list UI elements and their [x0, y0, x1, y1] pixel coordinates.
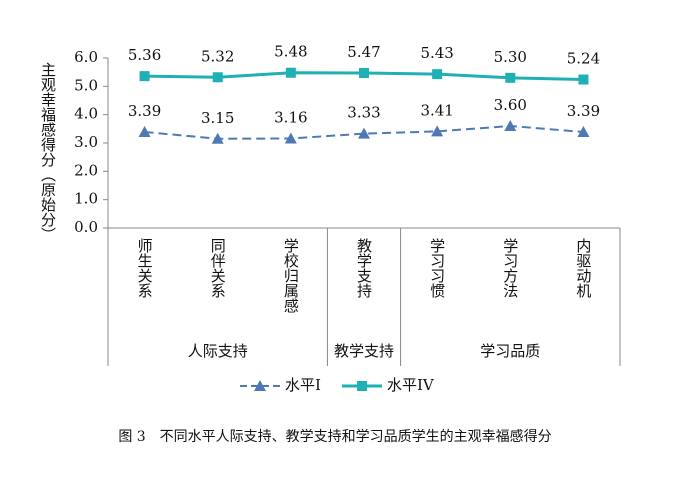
data-label: 3.39: [567, 102, 600, 120]
data-label: 3.33: [347, 104, 380, 122]
point: [578, 74, 589, 85]
legend-label: 水平I: [285, 376, 321, 394]
point: [285, 67, 296, 78]
point: [358, 127, 370, 139]
point: [504, 120, 517, 131]
data-label: 5.30: [494, 48, 527, 66]
data-label: 5.43: [420, 44, 453, 62]
point: [432, 69, 443, 80]
point: [505, 72, 516, 83]
point: [212, 72, 223, 83]
data-label: 5.47: [347, 43, 380, 61]
data-label: 5.24: [567, 50, 600, 68]
point: [359, 68, 369, 79]
x-tick-label: 学习习惯: [428, 238, 446, 298]
legend-label: 水平IV: [387, 376, 435, 394]
data-label: 5.48: [274, 43, 307, 61]
legend-marker: [254, 380, 266, 391]
point: [431, 125, 444, 137]
y-tick-label: 1.0: [74, 190, 98, 208]
y-tick-label: 0.0: [74, 218, 98, 236]
caption: 图 3 不同水平人际支持、教学支持和学习品质学生的主观幸福感得分: [118, 428, 551, 445]
group-label: 学习品质: [480, 342, 540, 360]
y-tick-label: 3.0: [74, 133, 98, 151]
data-label: 3.41: [420, 101, 453, 119]
legend-marker: [357, 381, 367, 391]
y-tick-label: 6.0: [74, 48, 98, 66]
x-tick-label: 学校归属感: [282, 238, 300, 313]
y-tick-label: 5.0: [74, 76, 98, 94]
data-label: 3.39: [128, 102, 161, 120]
x-tick-label: 师生关系: [136, 238, 154, 298]
x-tick-label: 教学支持: [355, 238, 373, 299]
x-tick-label: 内驱动机: [574, 238, 592, 299]
data-label: 5.32: [201, 47, 234, 65]
point: [138, 125, 151, 137]
group-label: 教学支持: [334, 342, 394, 360]
x-tick-label: 同伴关系: [209, 238, 227, 298]
data-label: 5.36: [128, 46, 161, 64]
data-label: 3.15: [201, 109, 234, 127]
y-tick-label: 4.0: [74, 105, 98, 123]
data-label: 3.16: [274, 108, 307, 126]
group-label: 人际支持: [188, 342, 248, 360]
point: [577, 125, 590, 137]
y-tick-label: 2.0: [74, 161, 98, 179]
x-tick-label: 学习方法: [501, 238, 519, 298]
point: [139, 71, 150, 82]
y-axis-label: 主观幸福感得分（原始分）: [39, 62, 57, 242]
data-label: 3.60: [494, 96, 527, 114]
point: [284, 132, 297, 144]
point: [211, 132, 224, 144]
